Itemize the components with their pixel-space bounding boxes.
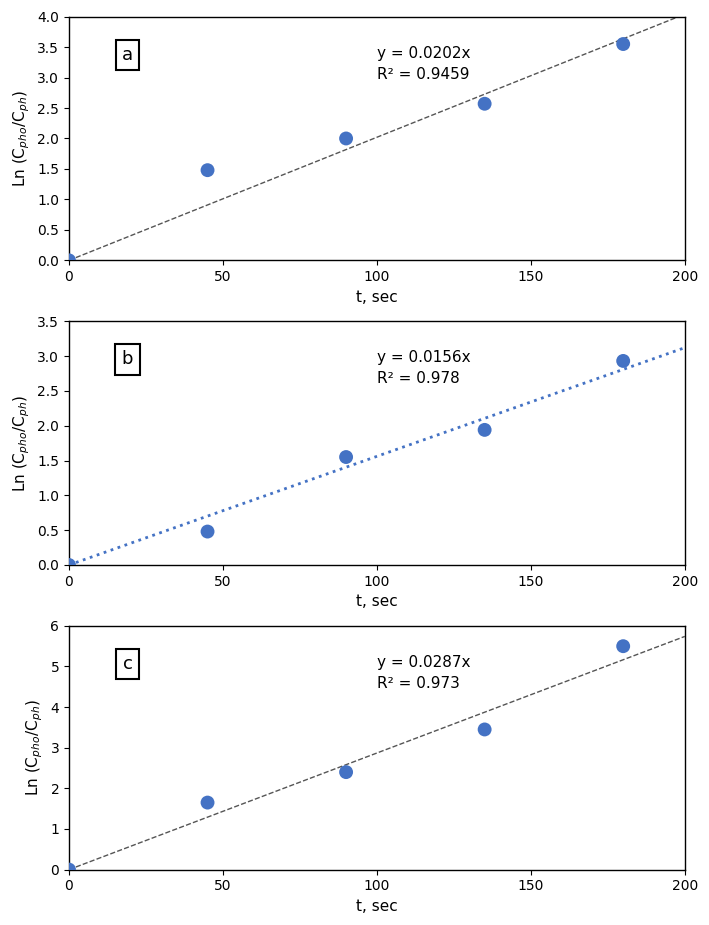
Point — [63, 862, 74, 877]
Text: y = 0.0156x
R² = 0.978: y = 0.0156x R² = 0.978 — [377, 351, 471, 387]
Point — [340, 131, 352, 146]
Point — [63, 558, 74, 573]
X-axis label: t, sec: t, sec — [356, 290, 398, 304]
Point — [479, 722, 491, 737]
Text: b: b — [122, 351, 133, 368]
X-axis label: t, sec: t, sec — [356, 594, 398, 610]
Point — [340, 765, 352, 780]
Y-axis label: Ln (C$_{pho}$/C$_{ph}$): Ln (C$_{pho}$/C$_{ph}$) — [11, 395, 32, 491]
Text: a: a — [122, 46, 133, 64]
Point — [202, 163, 213, 178]
Point — [618, 37, 629, 52]
Text: c: c — [123, 655, 133, 673]
Point — [618, 353, 629, 368]
Y-axis label: Ln (C$_{pho}$/C$_{ph}$): Ln (C$_{pho}$/C$_{ph}$) — [11, 90, 32, 187]
Point — [479, 96, 491, 111]
Point — [340, 450, 352, 464]
Point — [202, 796, 213, 810]
Point — [63, 253, 74, 267]
Point — [479, 423, 491, 438]
X-axis label: t, sec: t, sec — [356, 899, 398, 914]
Text: y = 0.0287x
R² = 0.973: y = 0.0287x R² = 0.973 — [377, 655, 470, 691]
Point — [618, 639, 629, 654]
Point — [202, 524, 213, 539]
Text: y = 0.0202x
R² = 0.9459: y = 0.0202x R² = 0.9459 — [377, 46, 470, 81]
Y-axis label: Ln (C$_{pho}$/C$_{ph}$): Ln (C$_{pho}$/C$_{ph}$) — [24, 699, 45, 796]
